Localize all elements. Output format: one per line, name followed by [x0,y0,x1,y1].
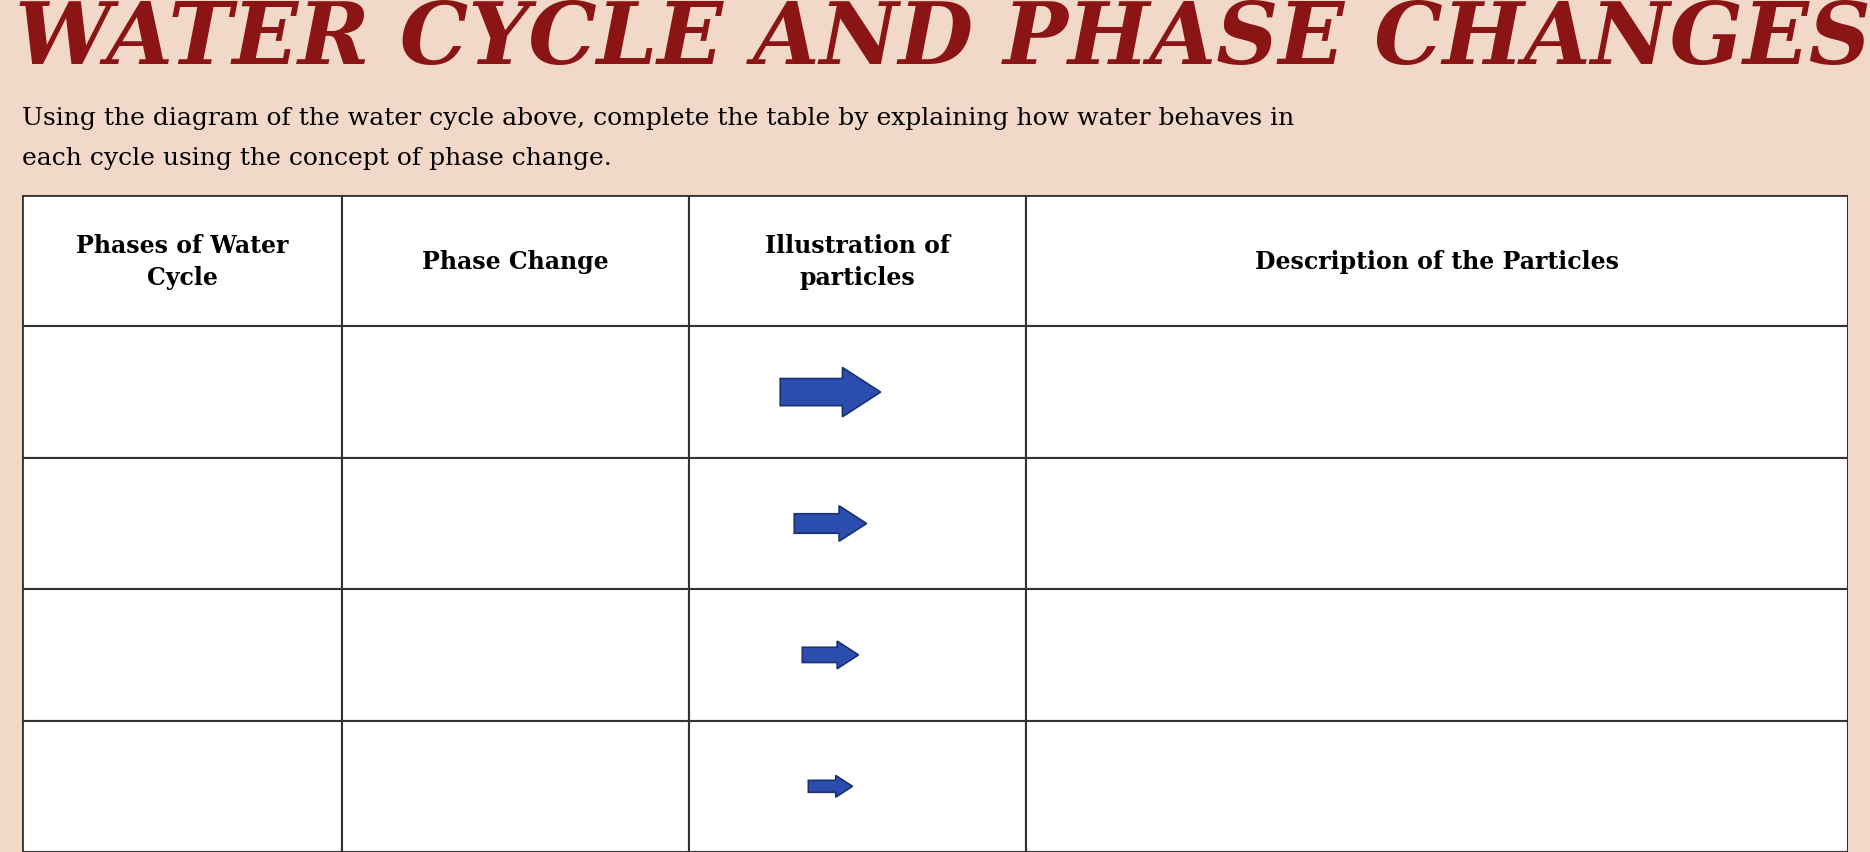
Bar [22,458,342,590]
Text: each cycle using the concept of phase change.: each cycle using the concept of phase ch… [22,147,611,170]
Bar [1027,590,1848,721]
Bar [1027,458,1848,590]
Bar [342,196,688,327]
Text: Phases of Water
Cycle: Phases of Water Cycle [77,233,288,289]
Bar [688,196,1027,327]
Polygon shape [795,506,866,542]
Bar [688,327,1027,458]
Text: Illustration of
particles: Illustration of particles [765,233,950,289]
Bar [22,721,342,852]
Bar [688,590,1027,721]
Polygon shape [808,775,853,797]
Bar [342,458,688,590]
Text: Description of the Particles: Description of the Particles [1255,250,1619,273]
Bar [342,327,688,458]
Text: Phase Change: Phase Change [423,250,608,273]
Text: Using the diagram of the water cycle above, complete the table by explaining how: Using the diagram of the water cycle abo… [22,107,1294,130]
Bar [22,327,342,458]
Bar [1027,721,1848,852]
Text: WATER CYCLE AND PHASE CHANGES: WATER CYCLE AND PHASE CHANGES [15,0,1870,81]
Bar [22,196,342,327]
Bar [688,721,1027,852]
Bar [342,721,688,852]
Polygon shape [802,642,858,669]
Bar [1027,196,1848,327]
Bar [342,590,688,721]
Bar [22,590,342,721]
Bar [1027,327,1848,458]
Polygon shape [780,368,881,417]
Bar [688,458,1027,590]
